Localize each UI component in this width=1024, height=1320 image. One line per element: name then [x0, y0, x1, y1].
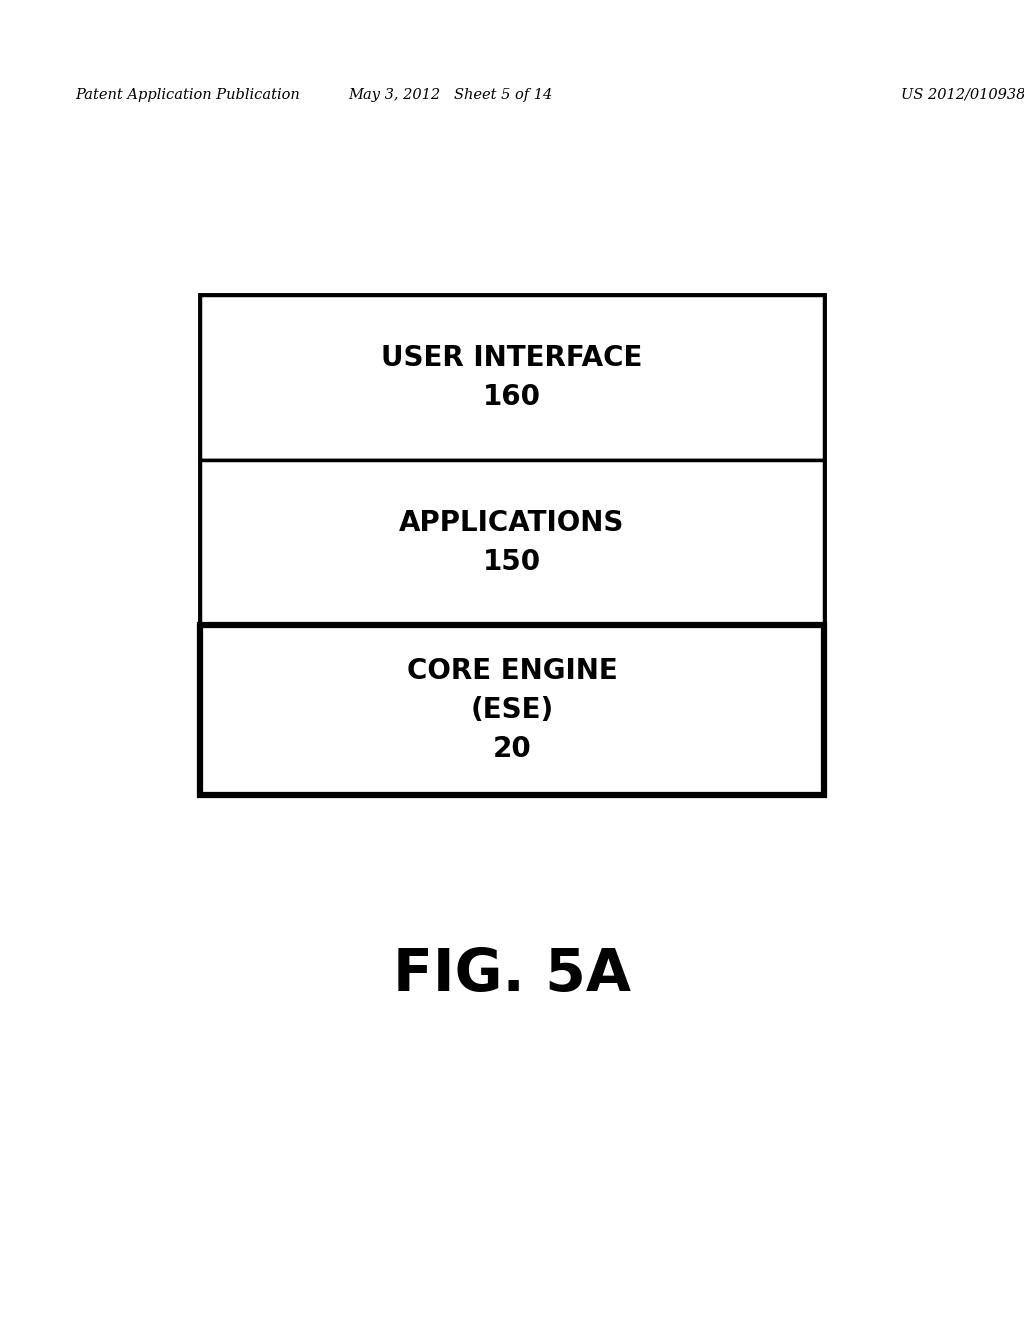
Text: USER INTERFACE
160: USER INTERFACE 160 — [381, 345, 643, 411]
Bar — [200, 624, 824, 795]
Bar — [200, 459, 824, 624]
Text: Patent Application Publication: Patent Application Publication — [75, 88, 300, 102]
Text: US 2012/0109383 A1: US 2012/0109383 A1 — [901, 88, 1024, 102]
Text: CORE ENGINE
(ESE)
20: CORE ENGINE (ESE) 20 — [407, 657, 617, 763]
Text: May 3, 2012   Sheet 5 of 14: May 3, 2012 Sheet 5 of 14 — [348, 88, 553, 102]
Bar — [200, 294, 824, 459]
Text: FIG. 5A: FIG. 5A — [393, 946, 631, 1003]
Bar — [200, 294, 824, 795]
Text: APPLICATIONS
150: APPLICATIONS 150 — [399, 510, 625, 576]
